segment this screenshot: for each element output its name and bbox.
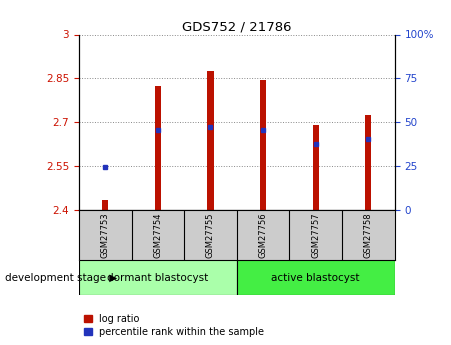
Bar	[237, 260, 395, 295]
Text: dormant blastocyst: dormant blastocyst	[107, 273, 208, 283]
Title: GDS752 / 21786: GDS752 / 21786	[182, 20, 291, 33]
Text: GSM27755: GSM27755	[206, 213, 215, 258]
Bar	[260, 80, 266, 210]
Bar	[207, 71, 214, 210]
Bar	[313, 125, 319, 210]
Bar	[79, 260, 237, 295]
Bar	[102, 200, 108, 210]
Text: active blastocyst: active blastocyst	[272, 273, 360, 283]
Text: GSM27756: GSM27756	[258, 213, 267, 258]
Text: GSM27753: GSM27753	[101, 213, 110, 258]
Bar	[365, 115, 372, 210]
Text: development stage ▶: development stage ▶	[5, 273, 117, 283]
Text: GSM27758: GSM27758	[364, 213, 373, 258]
Text: GSM27754: GSM27754	[153, 213, 162, 258]
Legend: log ratio, percentile rank within the sample: log ratio, percentile rank within the sa…	[84, 314, 264, 337]
Text: GSM27757: GSM27757	[311, 213, 320, 258]
Bar	[155, 86, 161, 210]
